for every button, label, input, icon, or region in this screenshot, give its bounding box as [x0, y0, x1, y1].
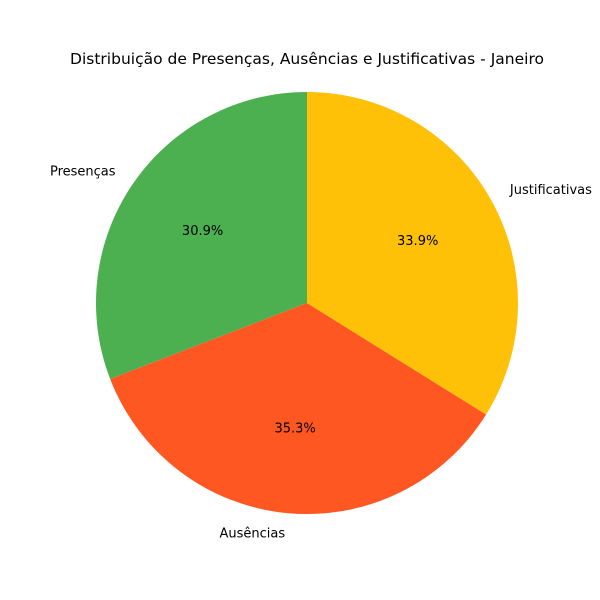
pie-slice-3 [307, 92, 518, 415]
pie-percent-label-1: 30.9% [182, 224, 223, 239]
pie-category-label-3: Justificativas [509, 183, 592, 198]
pie-slice-1 [95, 92, 307, 380]
chart-title: Distribuição de Presenças, Ausências e J… [70, 50, 544, 68]
pie-percent-label-2: 35.3% [274, 422, 315, 437]
pie-slices [95, 92, 518, 515]
pie-category-label-1: Presenças [50, 164, 116, 179]
pie-labels: 30.9% Presenças 35.3% Ausências 33.9% Justifi… [50, 164, 592, 541]
pie-percent-label-3: 33.9% [397, 234, 438, 249]
pie-category-label-2: Ausências [220, 527, 286, 542]
pie-slice-2 [110, 303, 487, 515]
